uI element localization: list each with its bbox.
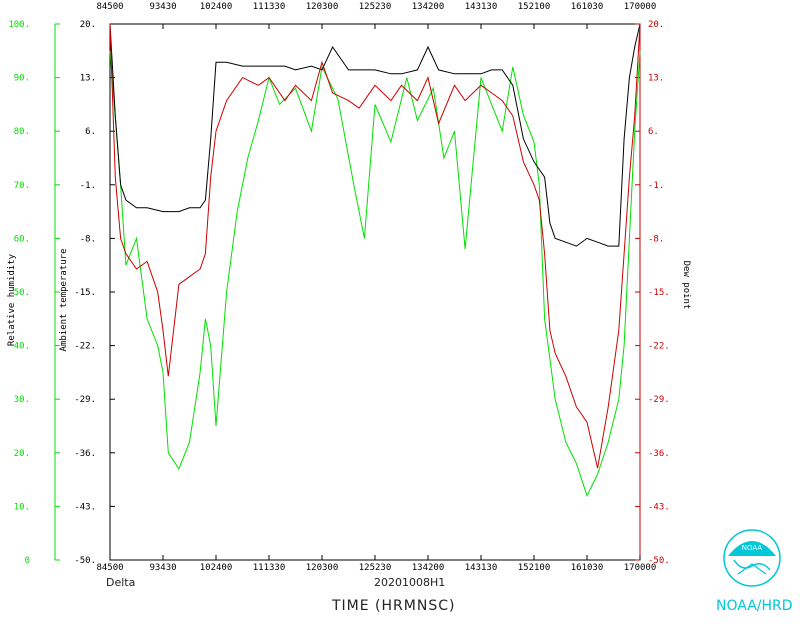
tick-labels: 0 -50. -50. 10. -43. -43. 20. -36. -36. 30. -29. -2… xyxy=(8,2,669,573)
axes xyxy=(54,23,641,561)
rh-tick-label: 20. xyxy=(14,449,30,459)
temp-tick-label: 20. xyxy=(80,20,96,30)
temp-tick-label: 13. xyxy=(80,74,96,84)
dew-tick-label: 6. xyxy=(648,127,659,137)
temp-tick-label: -8. xyxy=(80,234,96,244)
temp-tick-label: -1. xyxy=(80,181,96,191)
temp-tick-label: -50. xyxy=(74,556,96,566)
temp-tick-label: -22. xyxy=(74,342,96,352)
x-tick-label-top: 102400 xyxy=(200,2,233,12)
dew-tick-label: -15. xyxy=(648,288,670,298)
x-tick-label-bottom: 120300 xyxy=(306,563,339,573)
rh-tick-label: 80. xyxy=(14,127,30,137)
flight-id: 20201008H1 xyxy=(374,576,446,589)
dew-tick-label: -50. xyxy=(648,556,670,566)
logo-text: NOAA xyxy=(742,544,763,552)
x-tick-label-top: 152100 xyxy=(518,2,551,12)
temp-tick-label: -29. xyxy=(74,395,96,405)
temp-tick-label: 6. xyxy=(85,127,96,137)
x-tick-label-bottom: 170000 xyxy=(624,563,657,573)
y-axis-label-ambient-temperature: Ambient temperature xyxy=(59,249,69,352)
x-tick-label-top: 93430 xyxy=(149,2,176,12)
rh-tick-label: 40. xyxy=(14,342,30,352)
rh-tick-label: 50. xyxy=(14,288,30,298)
series-lines xyxy=(109,23,641,498)
rh-tick-label: 70. xyxy=(14,181,30,191)
storm-name: Delta xyxy=(106,576,136,589)
dew-tick-label: -29. xyxy=(648,395,670,405)
x-tick-label-bottom: 84500 xyxy=(96,563,123,573)
y-axis-label-relative-humidity: Relative humidity xyxy=(7,253,17,346)
dew-tick-label: -36. xyxy=(648,449,670,459)
rh-tick-label: 10. xyxy=(14,502,30,512)
rh-tick-label: 100. xyxy=(8,20,30,30)
temp-tick-label: -43. xyxy=(74,502,96,512)
y-axis-label-dew-point: Dew point xyxy=(681,261,691,310)
dew-tick-label: 20. xyxy=(648,20,664,30)
rh-tick-label: 90. xyxy=(14,74,30,84)
dew-tick-label: -22. xyxy=(648,342,670,352)
x-tick-label-bottom: 125230 xyxy=(359,563,392,573)
x-tick-label-bottom: 143130 xyxy=(465,563,498,573)
x-axis-label: TIME (HRMNSC) xyxy=(332,598,456,614)
noaa-hrd-label: NOAA/HRD xyxy=(716,598,793,614)
temp-tick-label: -15. xyxy=(74,288,96,298)
x-tick-label-top: 84500 xyxy=(96,2,123,12)
x-tick-label-bottom: 134200 xyxy=(412,563,445,573)
x-tick-label-top: 134200 xyxy=(412,2,445,12)
dew-tick-label: -43. xyxy=(648,502,670,512)
relative-humidity-line xyxy=(109,50,641,498)
x-tick-label-top: 111330 xyxy=(253,2,286,12)
dew-tick-label: -1. xyxy=(648,181,664,191)
x-tick-label-bottom: 102400 xyxy=(200,563,233,573)
ambient-temperature-line xyxy=(109,23,641,247)
x-tick-label-top: 120300 xyxy=(306,2,339,12)
x-tick-label-top: 170000 xyxy=(624,2,657,12)
temp-tick-label: -36. xyxy=(74,449,96,459)
x-tick-label-bottom: 161030 xyxy=(571,563,604,573)
x-tick-label-bottom: 93430 xyxy=(149,563,176,573)
x-tick-label-top: 143130 xyxy=(465,2,498,12)
x-tick-label-top: 161030 xyxy=(571,2,604,12)
x-tick-label-top: 125230 xyxy=(359,2,392,12)
x-tick-label-bottom: 111330 xyxy=(253,563,286,573)
dew-tick-label: 13. xyxy=(648,74,664,84)
noaa-logo: NOAA xyxy=(723,529,781,587)
rh-tick-label: 0 xyxy=(25,556,30,566)
dew-tick-label: -8. xyxy=(648,234,664,244)
x-tick-label-bottom: 152100 xyxy=(518,563,551,573)
rh-tick-label: 60. xyxy=(14,234,30,244)
dew-point-line xyxy=(109,23,641,469)
rh-tick-label: 30. xyxy=(14,395,30,405)
